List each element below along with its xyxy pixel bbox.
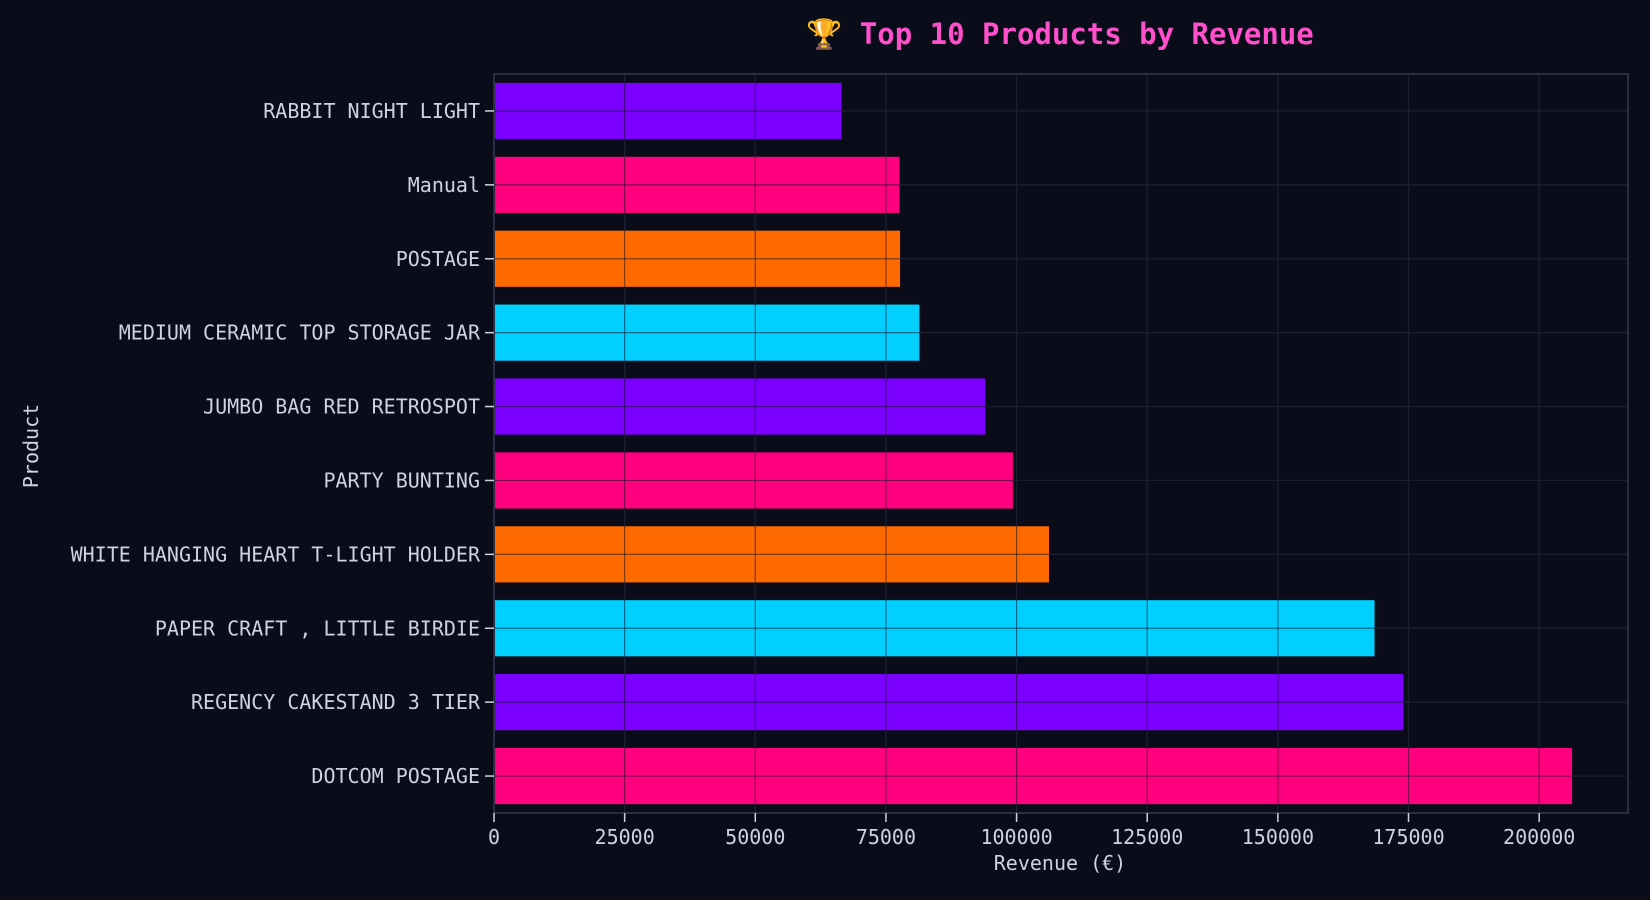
y-tick-label: JUMBO BAG RED RETROSPOT [203,395,480,419]
chart-title: 🏆 Top 10 Products by Revenue [806,17,1314,51]
x-tick-label: 175000 [1372,825,1444,849]
y-tick-label: RABBIT NIGHT LIGHT [263,99,480,123]
y-tick-label: PARTY BUNTING [323,468,480,492]
y-tick-label: MEDIUM CERAMIC TOP STORAGE JAR [119,321,481,345]
y-tick-label: WHITE HANGING HEART T-LIGHT HOLDER [71,542,481,566]
bars [494,82,1573,805]
x-tick-label: 50000 [725,825,785,849]
plot-frame [493,73,1629,814]
y-tick-label: POSTAGE [396,247,480,271]
y-tick-label: Manual [408,173,480,197]
x-tick-label: 125000 [1111,825,1183,849]
x-tick-label: 150000 [1242,825,1314,849]
x-axis-ticks: 0 25000 50000 75000 100000 125000 150000 175000… [488,813,1575,849]
y-tick-label: REGENCY CAKESTAND 3 TIER [191,690,481,714]
y-tick-label: DOTCOM POSTAGE [311,764,480,788]
y-tick-label: PAPER CRAFT , LITTLE BIRDIE [155,616,480,640]
y-axis-label: Product [19,404,43,488]
x-tick-label: 0 [488,825,500,849]
x-tick-label: 25000 [595,825,655,849]
y-axis-ticks: RABBIT NIGHT LIGHT Manual POSTAGE MEDIUM CE… [71,99,494,788]
x-axis-label: Revenue (€) [994,851,1126,875]
x-tick-label: 75000 [856,825,916,849]
grid-overlay [493,74,1628,813]
x-tick-label: 100000 [980,825,1052,849]
x-tick-label: 200000 [1503,825,1575,849]
